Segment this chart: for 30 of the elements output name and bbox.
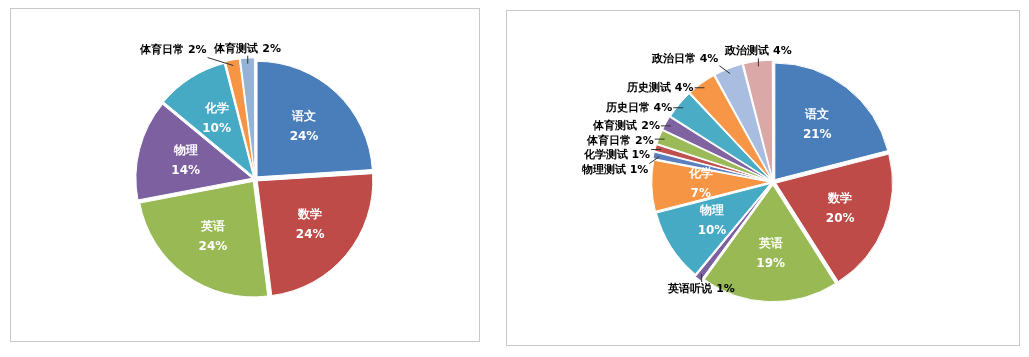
data-label: 20%: [825, 210, 855, 225]
slice-label: 体育日常 2%: [586, 133, 654, 147]
data-label: 24%: [198, 239, 228, 254]
data-label: 10%: [697, 222, 727, 237]
slice-label: 政治测试 4%: [724, 44, 792, 58]
slice-label: 体育测试 2%: [213, 41, 282, 55]
slice-label: 语文: [291, 108, 317, 123]
slice-label: 化学测试 1%: [582, 148, 651, 162]
slice-label: 体育日常 2%: [139, 43, 207, 57]
slice-label: 数学: [297, 206, 323, 221]
data-label: 7%: [690, 186, 711, 201]
slice-label: 英语: [199, 219, 225, 234]
data-label: 10%: [202, 120, 231, 135]
data-label: 24%: [295, 226, 325, 241]
slice-label: 英语: [757, 236, 783, 251]
data-label: 21%: [802, 127, 832, 142]
slice-label: 历史日常 4%: [604, 100, 673, 114]
slice-label: 历史测试 4%: [626, 80, 694, 94]
slice-label: 语文: [804, 107, 830, 122]
slice-label: 化学: [203, 100, 229, 115]
slice-label: 体育测试 2%: [592, 118, 660, 132]
slice-label: 物理: [699, 202, 725, 217]
data-label: 14%: [171, 163, 201, 178]
slice-label: 物理: [172, 143, 198, 158]
slice-label: 数学: [827, 190, 853, 205]
data-label: 24%: [289, 128, 319, 143]
slice-label: 政治日常 4%: [650, 51, 719, 65]
data-label: 19%: [756, 256, 786, 271]
slice-label: 英语听说 1%: [667, 281, 735, 295]
slice-label: 物理测试 1%: [580, 163, 649, 177]
